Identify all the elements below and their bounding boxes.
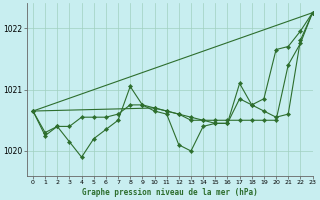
X-axis label: Graphe pression niveau de la mer (hPa): Graphe pression niveau de la mer (hPa) xyxy=(82,188,258,197)
